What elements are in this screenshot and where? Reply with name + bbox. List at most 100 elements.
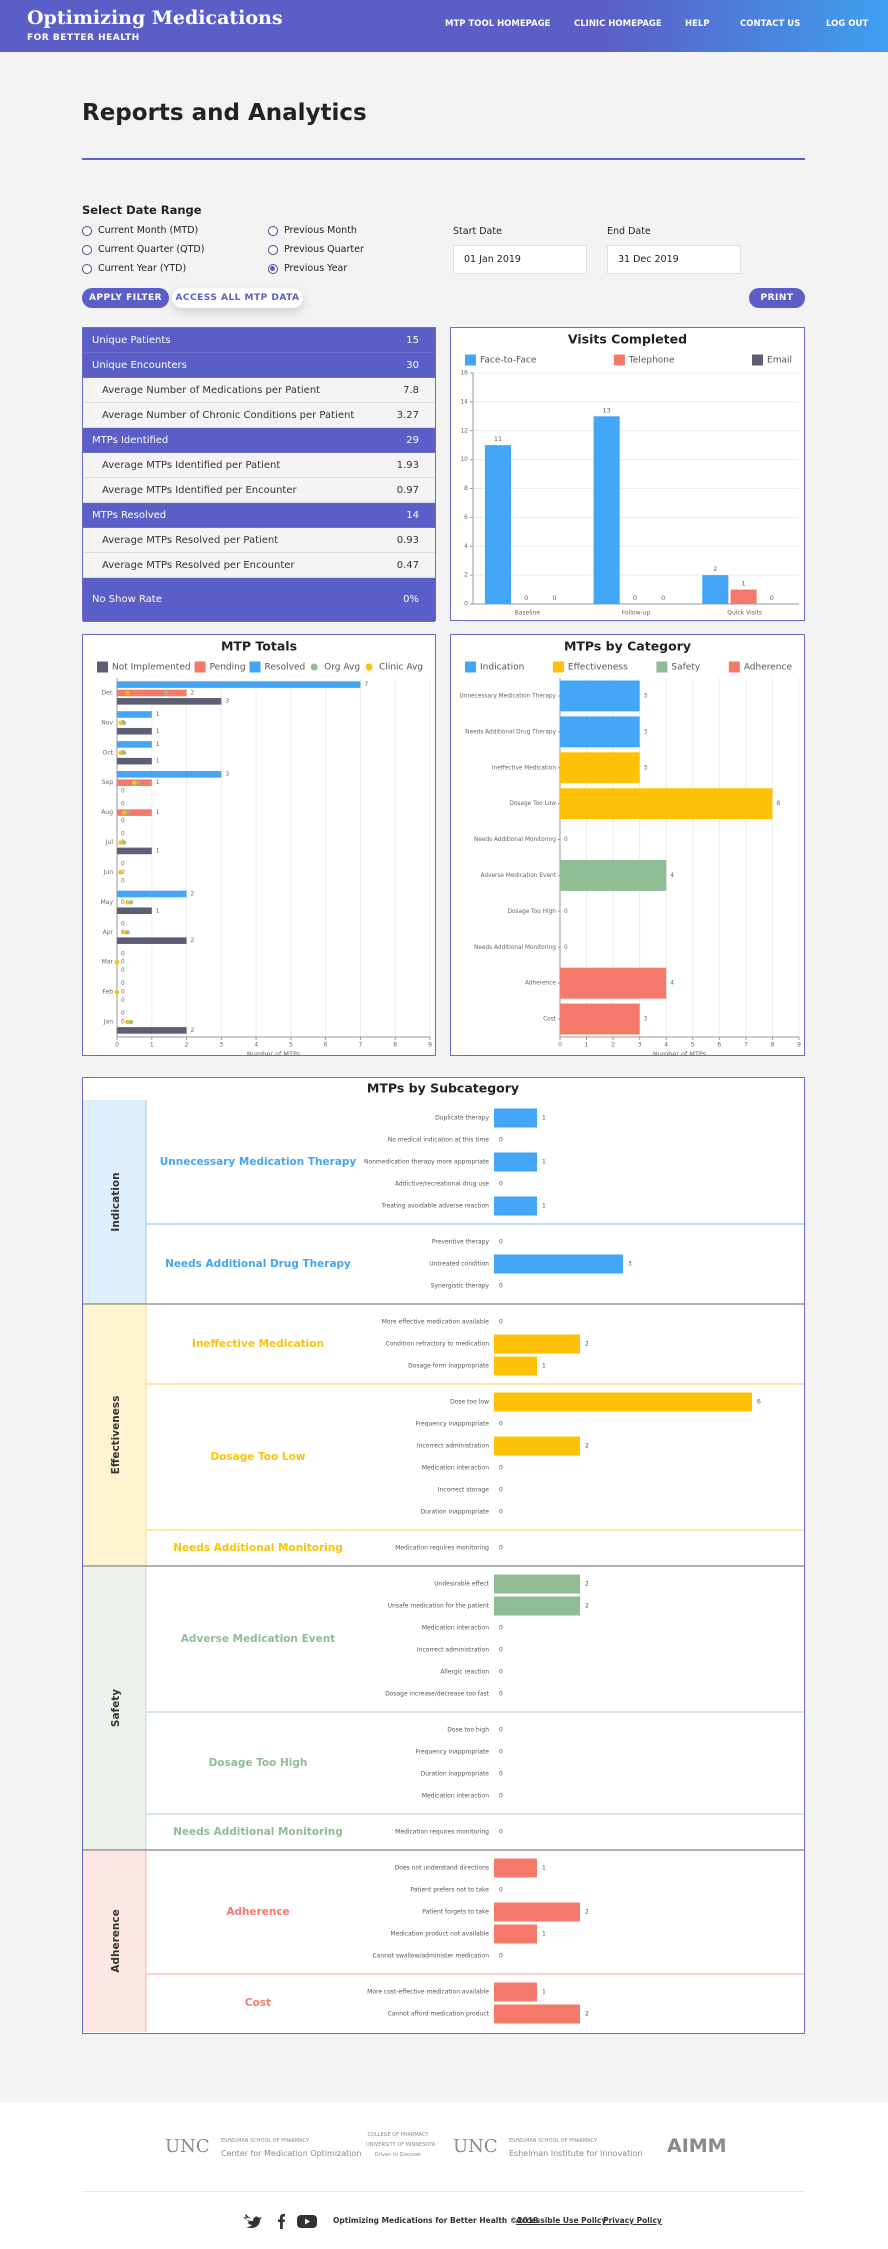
bar-value-label: 1 — [542, 1363, 546, 1370]
bar-value-label: 0 — [121, 900, 125, 906]
bar-value-label: 2 — [585, 1443, 589, 1450]
footer-link[interactable]: Privacy Policy — [603, 2216, 662, 2225]
stats-label: No Show Rate — [92, 594, 162, 605]
bar-value-label: 0 — [499, 1137, 503, 1144]
chart-title: MTPs by Subcategory — [367, 1081, 519, 1096]
bar-value-label: 1 — [542, 1989, 546, 1996]
y-tick-label: Cost — [543, 1017, 557, 1023]
y-tick-label: May — [101, 899, 114, 906]
y-tick-label: Jan — [103, 1019, 113, 1026]
item-label: Dose too low — [450, 1399, 489, 1406]
avg-marker — [125, 1019, 130, 1025]
logo-text: ESHELMAN SCHOOL OF PHARMACY — [509, 2138, 597, 2144]
radio-label[interactable]: Current Month (MTD) — [98, 225, 199, 236]
stats-value: 1.93 — [396, 460, 419, 471]
avg-marker — [121, 750, 127, 755]
footer-link[interactable]: Accessible Use Policy — [516, 2216, 607, 2225]
radio-label[interactable]: Previous Year — [284, 263, 348, 274]
subgroup-title: Needs Additional Drug Therapy — [165, 1258, 351, 1270]
item-label: Does not understand directions — [395, 1865, 489, 1872]
y-tick-label: Needs Additional Drug Therapy — [465, 729, 556, 735]
stats-label: Average Number of Medications per Patien… — [102, 385, 321, 396]
site-subtitle: FOR BETTER HEALTH — [27, 33, 140, 43]
avg-marker — [118, 840, 123, 845]
avg-marker — [121, 930, 127, 935]
radio-label[interactable]: Current Year (YTD) — [98, 263, 187, 274]
nav-link[interactable]: LOG OUT — [826, 19, 869, 29]
group-label: Effectiveness — [110, 1396, 122, 1475]
bar — [593, 416, 620, 604]
x-axis-title: Number of MTPs — [247, 1050, 301, 1055]
radio-button[interactable] — [82, 245, 92, 255]
x-tick-label: Follow-up — [622, 610, 651, 617]
item-label: Patient prefers not to take — [410, 1887, 489, 1894]
bar-value-label: 2 — [585, 1341, 589, 1348]
item-label: Medication interaction — [422, 1625, 489, 1632]
bar-value-label: 0 — [121, 968, 125, 974]
nav-link[interactable]: HELP — [685, 19, 710, 29]
bar-value-label: 0 — [121, 1011, 125, 1017]
legend-label: Not Implemented — [112, 663, 191, 673]
nav-link[interactable]: MTP TOOL HOMEPAGE — [445, 19, 551, 29]
end-date-input[interactable]: 31 Dec 2019 — [607, 245, 741, 274]
x-tick-label: 0 — [558, 1042, 562, 1049]
radio-button[interactable] — [268, 264, 278, 274]
legend-label: Telephone — [628, 356, 675, 366]
radio-button[interactable] — [82, 264, 92, 274]
subgroup-title: Ineffective Medication — [192, 1338, 324, 1350]
bar — [494, 1982, 537, 2002]
y-tick-label: 10 — [460, 456, 468, 463]
radio-button[interactable] — [268, 226, 278, 236]
bar-value-label: 6 — [757, 1399, 761, 1406]
logo-mark: UNC — [165, 2136, 210, 2157]
y-tick-label: Adverse Medication Event — [480, 873, 556, 879]
bar-value-label: 8 — [776, 801, 780, 807]
radio-button[interactable] — [82, 226, 92, 236]
bar — [117, 711, 152, 718]
bar-value-label: 0 — [499, 1829, 503, 1836]
x-tick-label: Quick Visits — [727, 610, 762, 617]
bar-value-label: 4 — [670, 873, 674, 879]
end-date-value: 31 Dec 2019 — [618, 254, 679, 265]
apply-filter-button[interactable]: APPLY FILTER — [82, 288, 169, 308]
radio-label[interactable]: Previous Month — [284, 225, 357, 236]
radio-label[interactable]: Current Quarter (QTD) — [98, 244, 205, 255]
chart-title: MTPs by Category — [564, 639, 691, 654]
item-label: Allergic reaction — [440, 1669, 489, 1676]
twitter-icon[interactable] — [243, 2214, 262, 2229]
legend-item: Effectiveness — [552, 661, 628, 673]
bar-value-label: 0 — [564, 945, 568, 951]
radio-button[interactable] — [268, 245, 278, 255]
group-label: Indication — [110, 1172, 122, 1231]
nav-link[interactable]: CONTACT US — [740, 19, 801, 29]
bar — [494, 1924, 537, 1944]
bar — [494, 1392, 752, 1412]
page-title: Reports and Analytics — [82, 100, 367, 126]
y-tick-label: Feb — [102, 989, 113, 996]
nav-link[interactable]: CLINIC HOMEPAGE — [574, 19, 662, 29]
y-tick-label: 16 — [460, 370, 468, 377]
avg-marker — [128, 900, 134, 905]
bar — [117, 890, 187, 898]
y-tick-label: Adherence — [525, 981, 556, 987]
print-button[interactable]: PRINT — [749, 288, 805, 308]
bar-value-label: 0 — [121, 981, 125, 987]
radio-label[interactable]: Previous Quarter — [284, 244, 364, 255]
header-bar — [0, 0, 888, 52]
bar-value-label: 7 — [364, 682, 368, 688]
bar-value-label: 3 — [628, 1261, 632, 1268]
access-data-button[interactable]: ACCESS ALL MTP DATA — [172, 288, 303, 308]
x-tick-label: Baseline — [515, 610, 541, 617]
facebook-icon[interactable] — [278, 2214, 285, 2229]
bar — [560, 967, 667, 999]
stats-row: Average MTPs Resolved per Patient 0.93 — [83, 528, 435, 553]
bar-value-label: 2 — [585, 1909, 589, 1916]
start-date-input[interactable]: 01 Jan 2019 — [453, 245, 587, 274]
legend-label: Pending — [210, 663, 246, 673]
item-label: Addictive/recreational drug use — [395, 1181, 489, 1188]
item-label: Cannot afford medication product — [388, 2011, 490, 2018]
item-label: Medication product not available — [390, 1931, 489, 1938]
bar-value-label: 3 — [225, 772, 229, 778]
bar-value-label: 0 — [524, 594, 528, 602]
avg-marker — [125, 690, 130, 696]
